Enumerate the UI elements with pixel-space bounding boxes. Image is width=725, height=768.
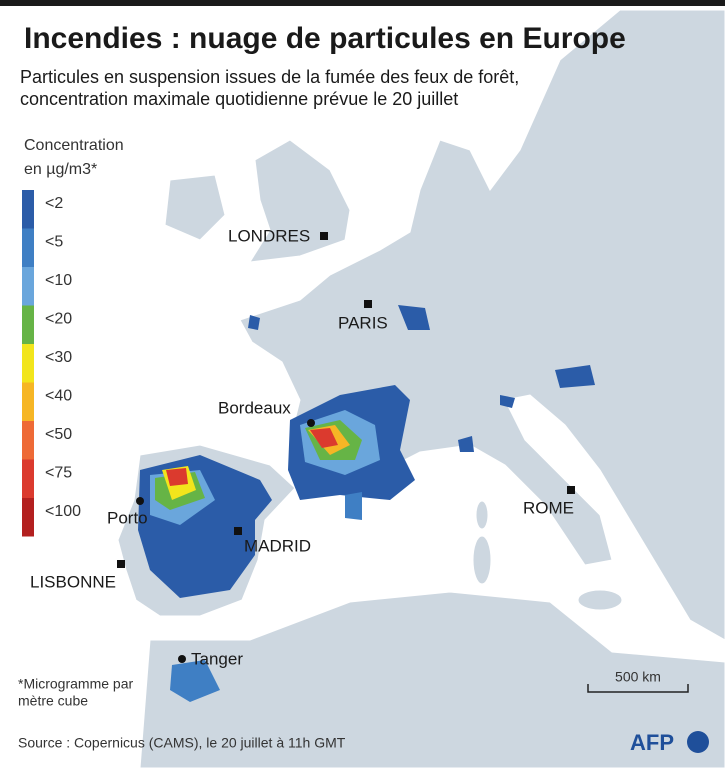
legend-label: <10 (45, 272, 72, 289)
legend-title: en µg/m3* (24, 161, 97, 178)
legend-label: <2 (45, 195, 63, 212)
city-label: LISBONNE (30, 572, 116, 591)
city-markers (117, 232, 575, 663)
legend-swatch (22, 228, 34, 267)
scale-label: 500 km (615, 669, 661, 685)
top-rule (0, 0, 725, 6)
city-label: Porto (107, 508, 148, 527)
scale-bar (587, 684, 689, 693)
city-label: Tanger (191, 649, 243, 668)
legend-swatch (22, 382, 34, 421)
subtitle: concentration maximale quotidienne prévu… (20, 89, 458, 109)
legend-swatch (22, 267, 34, 306)
city-label: Bordeaux (218, 398, 291, 417)
legend-label: <5 (45, 234, 63, 251)
legend: <2 <5 <10 <20 <30 <40 <50 <75 <100 (22, 190, 81, 537)
city-label: ROME (523, 498, 574, 517)
footnote: *Microgramme par (18, 676, 133, 692)
legend-label: <20 (45, 311, 72, 328)
city-label: MADRID (244, 536, 311, 555)
subtitle: Particules en suspension issues de la fu… (20, 67, 519, 87)
legend-swatch (22, 344, 34, 383)
logo: AFP (630, 730, 674, 755)
logo-mark (687, 731, 709, 753)
footnote: mètre cube (18, 693, 88, 709)
legend-title: Concentration (24, 137, 124, 154)
legend-swatch (22, 190, 34, 229)
city-label: LONDRES (228, 226, 310, 245)
legend-swatch (22, 305, 34, 344)
source: Source : Copernicus (CAMS), le 20 juille… (18, 735, 346, 751)
legend-label: <75 (45, 465, 72, 482)
legend-label: <50 (45, 426, 72, 443)
legend-swatch (22, 498, 34, 537)
legend-swatch (22, 459, 34, 498)
city-label: PARIS (338, 313, 388, 332)
smoke-plumes (138, 305, 595, 702)
legend-label: <30 (45, 349, 72, 366)
legend-label: <40 (45, 388, 72, 405)
legend-swatch (22, 421, 34, 460)
title: Incendies : nuage de particules en Europ… (24, 22, 626, 55)
legend-label: <100 (45, 503, 81, 520)
